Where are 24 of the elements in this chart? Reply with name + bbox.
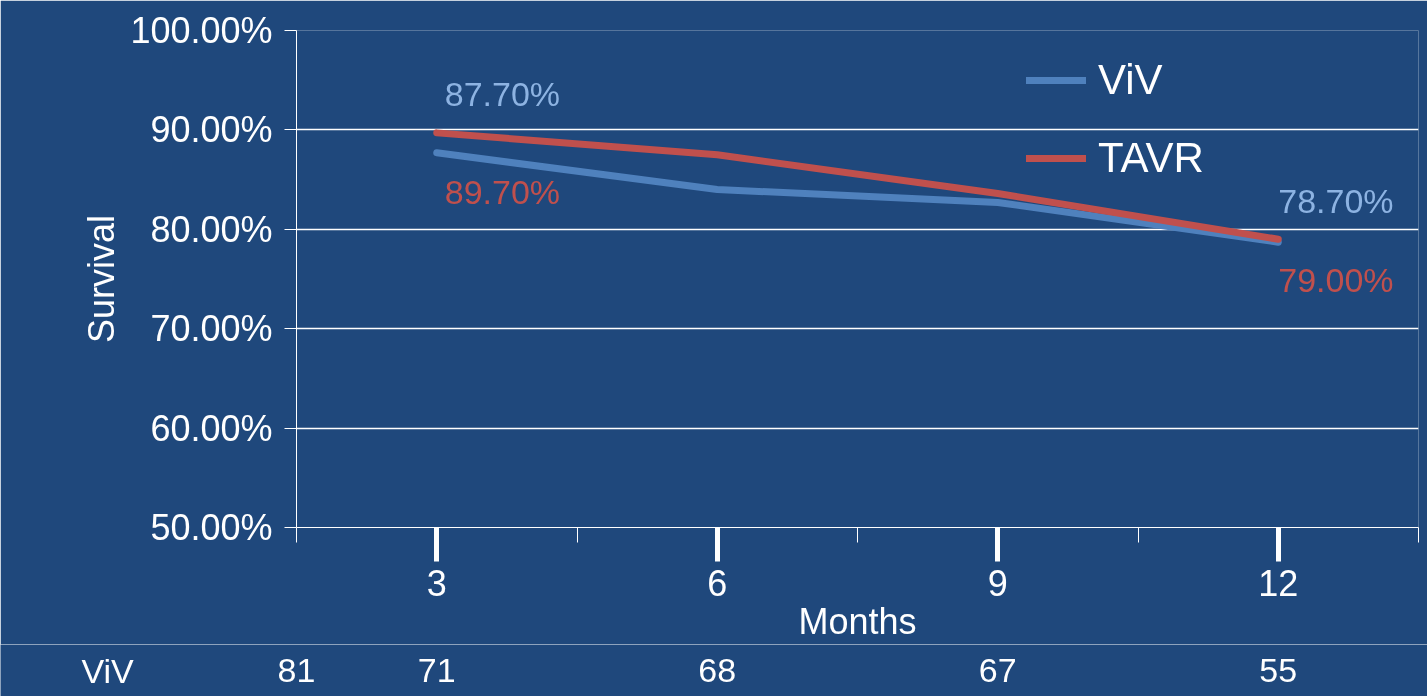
x-axis-title: Months [798, 600, 917, 642]
legend-label: TAVR [1098, 134, 1204, 182]
data-label: 78.70% [1278, 182, 1394, 221]
y-tick-label: 90.00% [150, 109, 273, 151]
x-tick-label: 6 [707, 562, 728, 604]
text: 81 [277, 651, 316, 689]
text: 68 [698, 651, 737, 689]
y-tick-label: 80.00% [150, 208, 273, 250]
y-tick-label: 100.00% [130, 10, 273, 51]
x-tick-label: 3 [426, 562, 447, 604]
data-label: 89.70% [444, 172, 561, 211]
text: 55 [1259, 651, 1298, 689]
x-tick-label: 12 [1258, 562, 1299, 604]
data-label: 87.70% [444, 74, 561, 113]
y-axis-title: Survival [81, 214, 123, 344]
y-tick-label: 60.00% [150, 407, 273, 449]
legend-label: ViV [1098, 56, 1163, 104]
y-tick-label: 50.00% [150, 507, 273, 548]
text: ViV [81, 651, 135, 690]
data-label: 79.00% [1278, 261, 1394, 300]
y-tick-label: 70.00% [150, 308, 273, 350]
text: 71 [417, 651, 456, 689]
x-tick-label: 9 [987, 562, 1008, 604]
text: 67 [978, 651, 1017, 689]
